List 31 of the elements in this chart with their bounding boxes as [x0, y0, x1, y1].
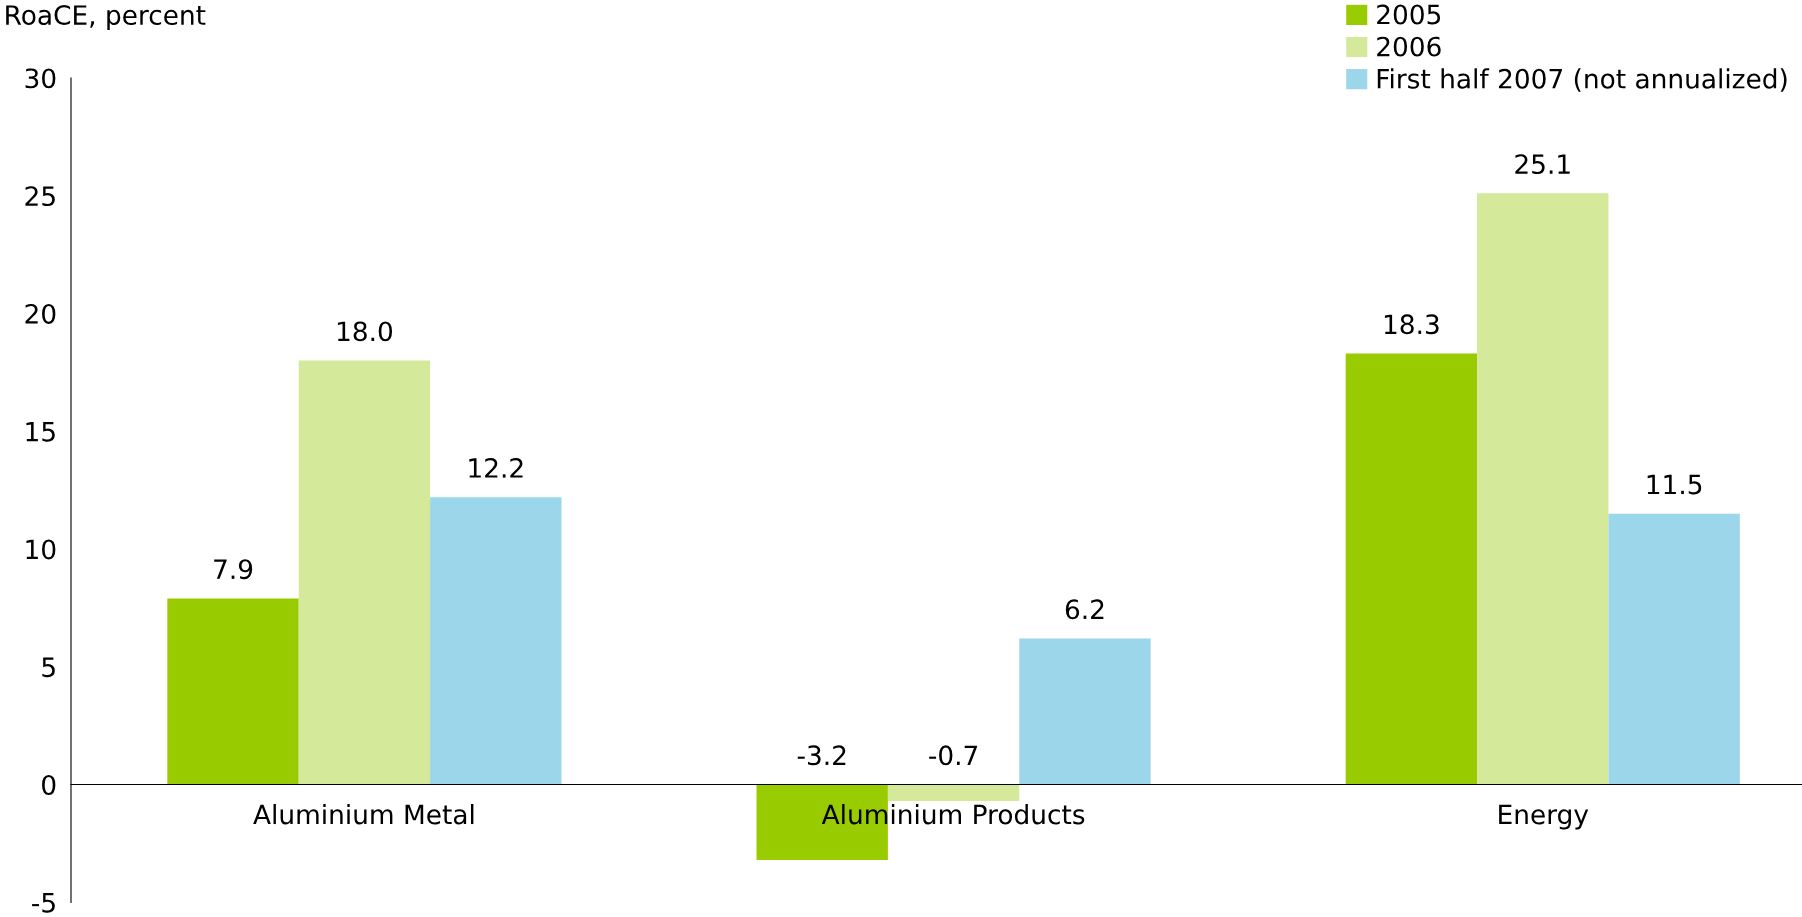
data-label: 12.2 — [469, 458, 523, 478]
bar — [1019, 638, 1151, 785]
y-tick-label: 0 — [42, 775, 56, 795]
data-label: 6.2 — [1065, 599, 1104, 620]
data-label: 18.0 — [337, 321, 393, 342]
bar — [1477, 193, 1609, 785]
y-tick-label: 30 — [25, 68, 56, 89]
y-tick-label: 25 — [25, 186, 55, 207]
x-tick-label: Energy — [1499, 804, 1589, 830]
y-tick-label: 15 — [26, 422, 55, 442]
data-label: 7.9 — [214, 559, 253, 580]
data-label: 25.1 — [1515, 154, 1570, 175]
y-axis-title: RoaCE, percent — [6, 5, 206, 31]
y-tick-label: 20 — [25, 303, 56, 324]
legend-label: First half 2007 (not annualized) — [1377, 68, 1787, 92]
data-label: -3.2 — [797, 745, 846, 766]
data-label: 18.3 — [1384, 314, 1439, 335]
y-tick-label: -5 — [32, 893, 55, 913]
x-tick-label: Aluminium Metal — [253, 804, 474, 825]
bar — [298, 360, 431, 785]
bar — [167, 598, 299, 785]
bar — [887, 784, 1020, 802]
bar — [1345, 353, 1478, 785]
legend-label: 2005 — [1377, 4, 1441, 25]
y-tick-label: 5 — [42, 657, 55, 678]
data-label: 11.5 — [1647, 474, 1702, 495]
bar — [430, 497, 562, 785]
y-tick-label: 10 — [26, 539, 56, 560]
data-label: -0.7 — [929, 745, 978, 766]
bar — [1608, 513, 1740, 785]
legend-label: 2006 — [1377, 36, 1441, 57]
